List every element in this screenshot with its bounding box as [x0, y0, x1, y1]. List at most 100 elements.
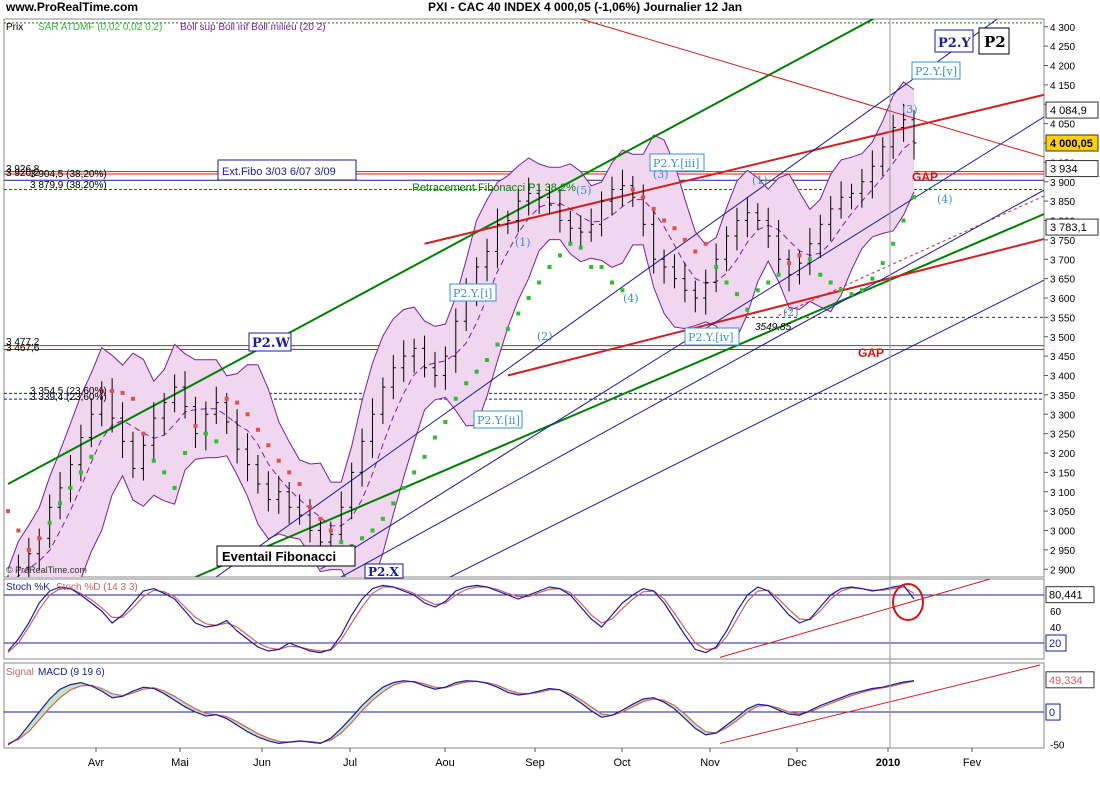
annotations: P2.W P2.Y P2 P2.X P2.Y.[i] P2.Y.[ii] P2.… [6, 27, 1010, 579]
stoch-panel [3, 578, 1045, 660]
eventail-box [216, 545, 356, 567]
stoch-trendline [719, 579, 991, 658]
sar-dot-up [912, 195, 916, 200]
last-price-label: 4 000,05 [1050, 138, 1093, 150]
sar-dot-down [6, 509, 10, 514]
p2-box [978, 27, 1010, 55]
fib-3920: 3 920,2 [6, 168, 40, 179]
price-tick-label: 3 550 [1050, 313, 1075, 324]
fibo-ext-box [217, 159, 357, 181]
sar-dot-up [714, 265, 719, 269]
wave-2-a: (2) [537, 330, 553, 343]
wave-4-b: (4) [937, 193, 953, 206]
p2y-label: P2.Y [938, 36, 971, 51]
price-tick-label: 3 150 [1050, 468, 1075, 479]
price-tick-label: 3 650 [1050, 275, 1075, 286]
sar-dot-down [99, 389, 104, 393]
month-label: Dec [787, 757, 807, 769]
sar-dot-down [308, 505, 312, 510]
p2-label: P2 [984, 33, 1006, 51]
sar-dot-up [870, 276, 875, 281]
price-tick-label: 3 750 [1050, 236, 1075, 247]
macd-trendline [719, 664, 1041, 744]
price-plot [4, 19, 1044, 577]
sar-dot-up [172, 485, 177, 490]
sar-dot-up [401, 485, 406, 490]
stoch-value-label: 80,441 [1049, 590, 1083, 602]
price-tag-3934: 3 934 [1050, 164, 1078, 176]
sar-dot-up [453, 396, 458, 401]
sar-dot-up [474, 369, 479, 374]
bollinger-upper [7, 81, 915, 570]
price-tick-label: 3 050 [1050, 507, 1075, 518]
sar-dot-up [839, 288, 844, 293]
fib-3926: 3 926,8 [6, 164, 40, 175]
p2yiv-box [684, 327, 740, 346]
sar-dot-down [797, 253, 802, 258]
sar-dot-down [26, 547, 31, 552]
bollinger-band-fill [8, 81, 914, 577]
last-price-box [1045, 134, 1099, 152]
p2x-box [364, 563, 404, 579]
sar-dot-up [214, 439, 219, 444]
sar-dot-up [370, 528, 375, 533]
price-tick-label: 3 900 [1050, 178, 1075, 189]
sar-dot-up [589, 265, 594, 269]
sar-dot-down [37, 536, 42, 541]
gap-label-top: GAP [912, 170, 938, 184]
sar-dot-up [495, 342, 500, 347]
sar-dot-up [422, 454, 427, 459]
macd-panel [3, 662, 1045, 749]
month-label: Jul [343, 757, 357, 769]
sar-dot-up [745, 307, 750, 312]
month-label: Mai [171, 757, 189, 769]
sar-dot-up [828, 280, 833, 285]
sar-dot-up [47, 520, 52, 525]
sar-dot-up [485, 358, 490, 362]
price-tick-label: 3 400 [1050, 372, 1075, 383]
sar-dot-down [255, 427, 260, 432]
p2x-label: P2.X [368, 565, 400, 579]
sar-dot-down [672, 226, 677, 231]
sar-dot-down [641, 195, 646, 200]
sar-dot-up [203, 431, 208, 436]
sar-dot-down [297, 482, 302, 486]
price-tick-label: 3 250 [1050, 430, 1075, 441]
sar-dot-up [807, 257, 812, 262]
sar-dot-up [380, 516, 385, 521]
price-tick-label: 3 850 [1050, 197, 1075, 208]
sar-dot-down [787, 261, 792, 266]
month-label: Avr [88, 757, 105, 769]
price-legend-label: Prix [6, 22, 23, 33]
macd-tick-label: -50 [1050, 741, 1065, 752]
sar-dot-up [58, 501, 63, 506]
wave-4-a: (4) [623, 292, 639, 305]
price-tag-3934-box [1045, 160, 1099, 178]
sar-dot-up [78, 470, 83, 475]
red-fan-line [580, 19, 1044, 158]
sar-dot-down [16, 528, 21, 533]
sar-dot-down [287, 470, 292, 475]
sar-dot-up [620, 288, 625, 293]
sar-dot-down [141, 431, 146, 436]
sar-dot-down [651, 206, 656, 211]
macd-zero-box [1045, 703, 1061, 721]
sar-dots [6, 187, 916, 552]
fib-3879: 3 879,9 (38,20%) [30, 180, 107, 191]
stoch-tick-label: 60 [1050, 607, 1062, 618]
fib-3354: 3 354,5 (23,60%) [30, 386, 107, 397]
chart-header-title: PXI - CAC 40 INDEX 4 000,05 (-1,06%) Jou… [428, 0, 743, 14]
sar-dot-up [464, 381, 469, 386]
sar-dot-up [68, 485, 73, 490]
boll-legend-label: Boll sup Boll inf Boll milieu (20 2) [180, 22, 326, 33]
price-tick-label: 3 300 [1050, 410, 1075, 421]
sar-dot-up [391, 501, 396, 506]
sar-dot-up [578, 245, 583, 250]
low-3549: 3549,85 [755, 322, 792, 333]
wave-3-b: (3) [902, 103, 918, 116]
sar-dot-up [547, 265, 552, 269]
